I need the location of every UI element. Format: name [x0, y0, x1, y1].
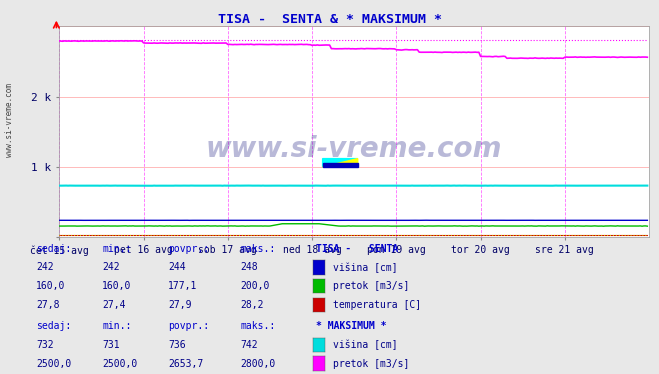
Text: min.:: min.:: [102, 321, 132, 331]
Text: maks.:: maks.:: [241, 321, 275, 331]
Text: 732: 732: [36, 340, 54, 350]
Polygon shape: [323, 159, 358, 167]
Text: 242: 242: [102, 263, 120, 272]
Text: TISA -  SENTA & * MAKSIMUM *: TISA - SENTA & * MAKSIMUM *: [217, 13, 442, 26]
Text: www.si-vreme.com: www.si-vreme.com: [206, 135, 502, 163]
Text: 27,8: 27,8: [36, 300, 60, 310]
Text: 244: 244: [168, 263, 186, 272]
Text: 2500,0: 2500,0: [36, 359, 71, 368]
Text: pretok [m3/s]: pretok [m3/s]: [333, 281, 409, 291]
Text: 2653,7: 2653,7: [168, 359, 203, 368]
Text: 736: 736: [168, 340, 186, 350]
Text: sedaj:: sedaj:: [36, 244, 71, 254]
Text: 28,2: 28,2: [241, 300, 264, 310]
Text: 242: 242: [36, 263, 54, 272]
Text: 2800,0: 2800,0: [241, 359, 275, 368]
Text: povpr.:: povpr.:: [168, 321, 209, 331]
Text: sedaj:: sedaj:: [36, 321, 71, 331]
Text: min.:: min.:: [102, 244, 132, 254]
Text: 200,0: 200,0: [241, 281, 270, 291]
Text: povpr.:: povpr.:: [168, 244, 209, 254]
Text: 160,0: 160,0: [36, 281, 66, 291]
Text: 27,4: 27,4: [102, 300, 126, 310]
Text: 742: 742: [241, 340, 258, 350]
Text: TISA -   SENTA: TISA - SENTA: [316, 244, 399, 254]
Text: * MAKSIMUM *: * MAKSIMUM *: [316, 321, 387, 331]
Polygon shape: [323, 163, 358, 167]
Text: 27,9: 27,9: [168, 300, 192, 310]
Text: 248: 248: [241, 263, 258, 272]
Text: 160,0: 160,0: [102, 281, 132, 291]
Text: pretok [m3/s]: pretok [m3/s]: [333, 359, 409, 368]
Text: višina [cm]: višina [cm]: [333, 262, 397, 273]
Polygon shape: [323, 159, 358, 167]
Text: www.si-vreme.com: www.si-vreme.com: [5, 83, 14, 157]
Text: temperatura [C]: temperatura [C]: [333, 300, 421, 310]
Text: maks.:: maks.:: [241, 244, 275, 254]
Text: 2500,0: 2500,0: [102, 359, 137, 368]
Text: 731: 731: [102, 340, 120, 350]
Text: 177,1: 177,1: [168, 281, 198, 291]
Text: višina [cm]: višina [cm]: [333, 340, 397, 350]
